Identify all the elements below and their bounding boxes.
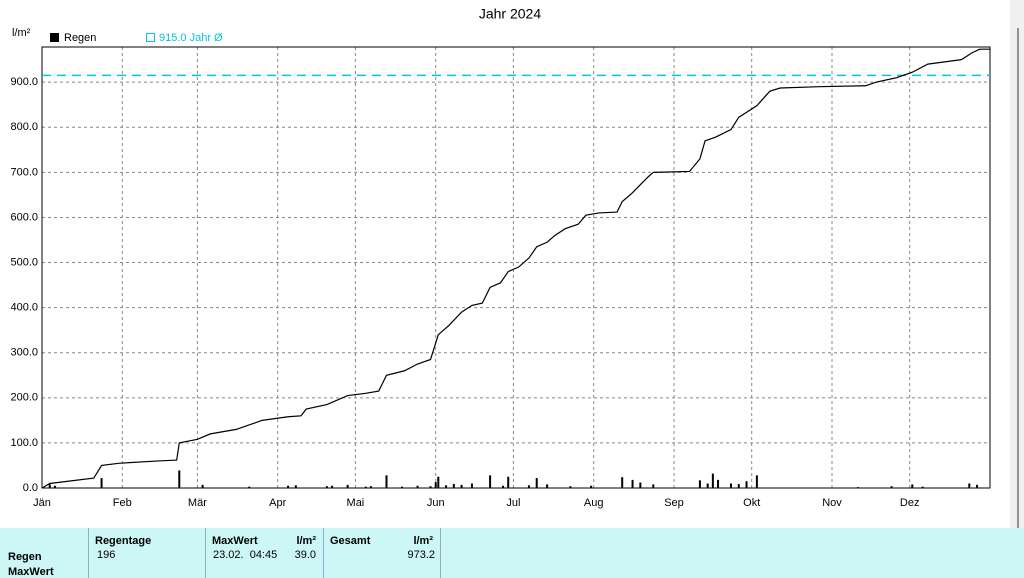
x-tick-label: Feb: [113, 497, 132, 509]
y-tick-label: 900.0: [10, 76, 38, 88]
bar: [452, 483, 455, 488]
cumulative-line: [41, 48, 990, 489]
bar: [527, 485, 530, 488]
y-tick-label: 100.0: [10, 437, 38, 449]
bar: [755, 475, 758, 488]
bar: [639, 482, 642, 488]
bar: [460, 484, 463, 488]
bar: [706, 483, 709, 488]
bar: [546, 484, 549, 488]
bar: [489, 475, 492, 488]
cell: 196: [97, 549, 116, 561]
x-tick-label: Jän: [33, 497, 51, 509]
y-tick-label: 600.0: [10, 211, 38, 223]
bar: [921, 486, 924, 488]
bar: [287, 485, 290, 488]
bar: [346, 484, 349, 488]
bar: [717, 479, 720, 488]
column-header: Regentage: [95, 535, 152, 547]
bar: [470, 483, 473, 488]
bar: [437, 476, 440, 488]
x-tick-label: Apr: [269, 497, 286, 509]
bar: [711, 473, 714, 488]
bar: [178, 470, 181, 488]
y-unit: l/m²: [12, 27, 31, 39]
bar: [631, 479, 634, 488]
y-tick-label: 800.0: [10, 121, 38, 133]
bar: [48, 484, 51, 488]
bar: [434, 482, 437, 488]
bar: [737, 483, 740, 488]
cell: 39.0: [294, 549, 316, 561]
legend-label: 915.0 Jahr Ø: [159, 32, 223, 44]
bar: [100, 478, 103, 488]
bar: [248, 486, 251, 488]
x-tick-label: Mai: [347, 497, 365, 509]
bar: [976, 484, 979, 488]
bar: [201, 484, 204, 488]
row-label: Regen: [8, 551, 42, 563]
column-header: l/m²: [296, 535, 316, 547]
column-header: Gesamt: [330, 535, 371, 547]
legend-swatch: [50, 33, 59, 42]
bar: [416, 485, 419, 488]
x-tick-label: Dez: [900, 497, 920, 509]
bar: [502, 485, 505, 488]
bar: [429, 486, 432, 488]
bar: [294, 485, 297, 488]
bar: [364, 486, 367, 488]
bar: [856, 487, 859, 488]
bar: [507, 476, 510, 488]
bar: [401, 486, 404, 488]
chart-title: Jahr 2024: [479, 6, 541, 22]
x-tick-label: Okt: [743, 497, 760, 509]
legend-swatch: [146, 33, 155, 42]
bar: [385, 475, 388, 488]
bar: [890, 486, 893, 488]
x-tick-label: Jul: [506, 497, 520, 509]
bar: [535, 478, 538, 488]
divider: [88, 528, 89, 578]
bar: [652, 484, 655, 488]
y-tick-label: 700.0: [10, 166, 38, 178]
x-tick-label: Nov: [822, 497, 842, 509]
bar: [369, 486, 372, 488]
divider: [440, 528, 441, 578]
x-tick-label: Jun: [427, 497, 445, 509]
scrollbar: [1010, 0, 1024, 528]
row-label: MaxWert: [8, 566, 54, 578]
x-tick-label: Sep: [664, 497, 684, 509]
bar: [911, 484, 914, 488]
bar: [745, 481, 748, 488]
bar: [729, 483, 732, 488]
y-tick-label: 500.0: [10, 256, 38, 268]
bar: [698, 480, 701, 488]
x-tick-label: Mär: [188, 497, 207, 509]
divider: [323, 528, 324, 578]
bar: [968, 483, 971, 488]
chart: Jahr 2024 l/m² Regen 915.0 Jahr Ø 0.0 100…: [10, 0, 1024, 528]
plot-frame: [41, 46, 991, 489]
column-header: l/m²: [413, 535, 433, 547]
y-tick-label: 200.0: [10, 392, 38, 404]
bar: [445, 485, 448, 488]
summary-table: Regentage MaxWert l/m² Gesamt l/m² Regen 196 23…: [0, 528, 1024, 578]
divider: [205, 528, 206, 578]
y-tick-label: 0.0: [23, 482, 38, 494]
bar: [331, 485, 334, 488]
cell: 23.02. 04:45: [213, 549, 278, 561]
bar: [325, 486, 328, 488]
bar: [53, 485, 56, 488]
bar: [621, 477, 624, 488]
column-header: MaxWert: [212, 535, 258, 547]
x-tick-label: Aug: [584, 497, 604, 509]
legend-label: Regen: [64, 32, 96, 44]
cell: 973.2: [407, 549, 435, 561]
y-tick-label: 400.0: [10, 302, 38, 314]
bar: [569, 486, 572, 488]
bar: [590, 485, 593, 488]
y-tick-label: 300.0: [10, 347, 38, 359]
